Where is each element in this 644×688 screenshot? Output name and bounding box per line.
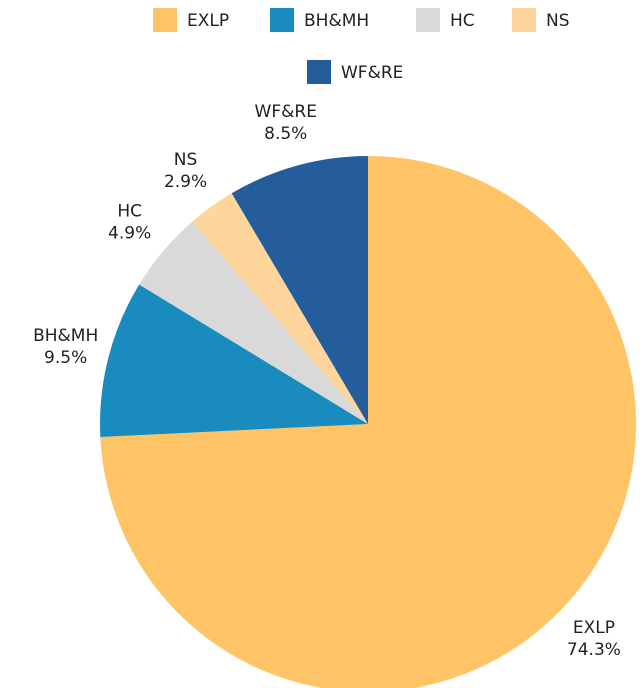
legend-label: WF&RE	[341, 63, 403, 83]
slice-label: EXLP	[573, 618, 615, 638]
slice-value-label: 9.5%	[44, 348, 87, 368]
legend-label: HC	[450, 11, 475, 31]
slice-label: WF&RE	[255, 102, 317, 122]
legend-swatch	[512, 8, 536, 32]
legend-swatch	[153, 8, 177, 32]
legend-item: WF&RE	[307, 60, 403, 84]
slice-label: HC	[117, 202, 142, 222]
legend-item: BH&MH	[270, 8, 369, 32]
legend-item: NS	[512, 8, 570, 32]
pie-slice	[192, 193, 368, 424]
slice-value-label: 4.9%	[108, 224, 151, 244]
legend-label: EXLP	[187, 11, 229, 31]
legend-label: BH&MH	[304, 11, 369, 31]
pie-slice	[100, 156, 636, 688]
legend-swatch	[307, 60, 331, 84]
legend-swatch	[270, 8, 294, 32]
pie-slice	[231, 156, 368, 424]
slice-value-label: 8.5%	[264, 124, 307, 144]
slice-label: BH&MH	[33, 326, 98, 346]
legend-item: HC	[416, 8, 475, 32]
slice-value-label: 2.9%	[164, 172, 207, 192]
legend-item: EXLP	[153, 8, 229, 32]
slice-value-label: 74.3%	[567, 640, 621, 660]
legend-swatch	[416, 8, 440, 32]
pie-slice	[100, 284, 369, 438]
legend-label: NS	[546, 11, 570, 31]
pie-slice	[139, 221, 368, 424]
slice-label: NS	[174, 150, 198, 170]
